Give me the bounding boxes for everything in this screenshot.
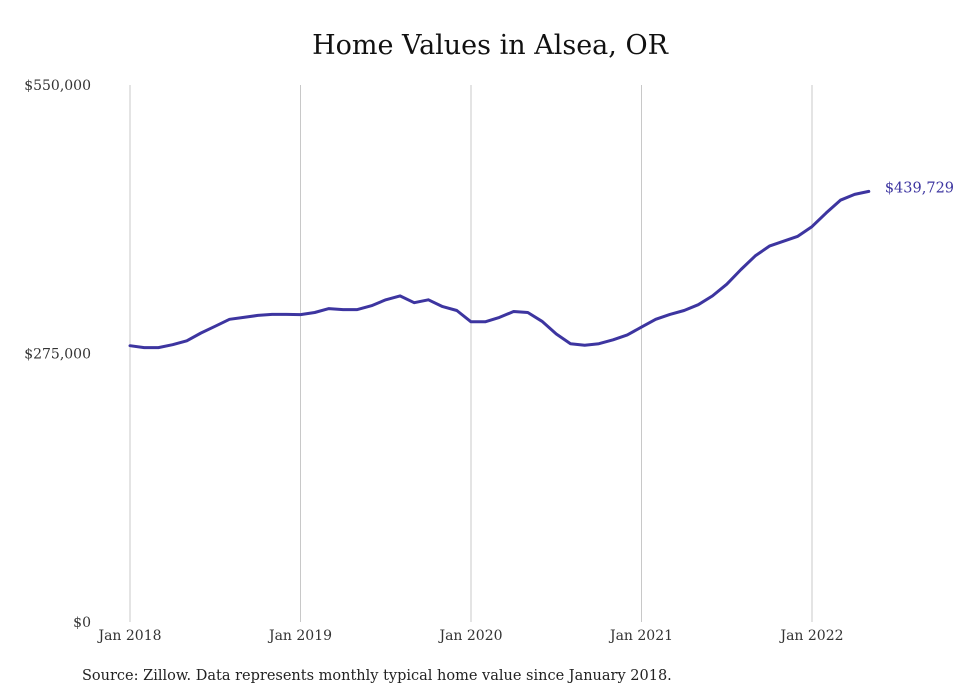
x-tick-label: Jan 2020 <box>437 628 502 644</box>
chart-title: Home Values in Alsea, OR <box>312 30 668 61</box>
last-value-label: $439,729 <box>885 180 954 196</box>
y-tick-label: $275,000 <box>24 347 91 363</box>
x-tick-label: Jan 2019 <box>267 628 332 644</box>
x-tick-label: Jan 2018 <box>96 628 161 644</box>
y-tick-label: $0 <box>73 615 91 631</box>
series-line <box>128 189 871 350</box>
x-tick-label: Jan 2021 <box>608 628 673 644</box>
source-note: Source: Zillow. Data represents monthly … <box>82 668 672 684</box>
x-tick-label: Jan 2022 <box>778 628 843 644</box>
y-tick-label: $550,000 <box>24 78 91 94</box>
